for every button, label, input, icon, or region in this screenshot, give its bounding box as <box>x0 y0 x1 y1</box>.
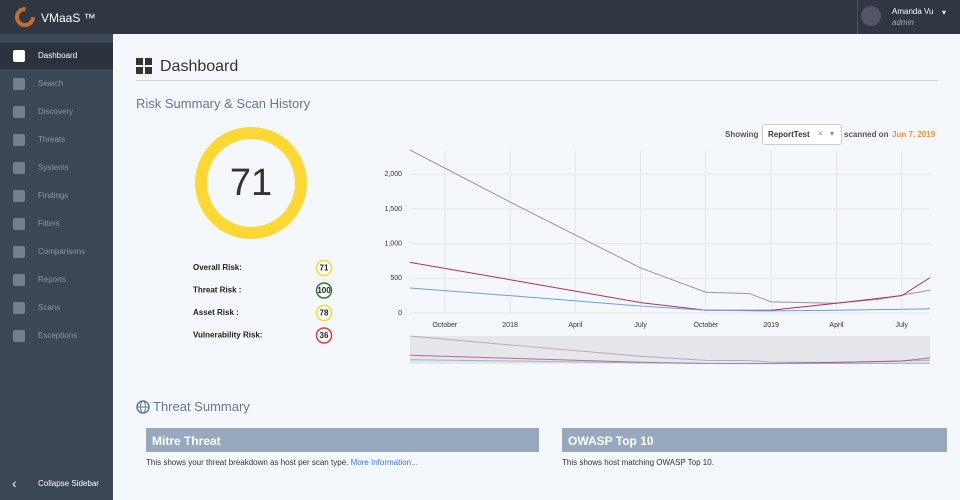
nav-label: Comparisons <box>38 247 86 256</box>
clear-icon[interactable]: × <box>818 129 823 138</box>
nav-label: Findings <box>38 191 69 200</box>
card-title: Mitre Threat <box>152 434 221 448</box>
y-tick-label: 1,500 <box>384 206 402 213</box>
card-text: This shows your threat breakdown as host… <box>146 458 349 467</box>
nav-icon <box>13 302 25 314</box>
nav-item[interactable]: Scans <box>0 295 113 321</box>
nav-item[interactable]: Reports <box>0 267 113 293</box>
section-title: Risk Summary & Scan History <box>136 96 311 111</box>
dashboard-graphics: 71 Overall Risk: 71 Threat Risk : 100 Asset R… <box>193 127 931 365</box>
y-tick-label: 500 <box>390 275 402 282</box>
dashboard-icon <box>136 58 152 74</box>
risk-value: 71 <box>320 264 329 273</box>
report-name: ReportTest <box>768 130 810 139</box>
nav-label: Filters <box>38 219 60 228</box>
nav-label: Threats <box>38 135 66 144</box>
brand: VMaaS ™ <box>41 11 96 25</box>
risk-value: 78 <box>320 309 329 318</box>
owasp-card-text: This shows host matching OWASP Top 10. <box>562 458 714 467</box>
threat-title: Threat Summary <box>153 399 250 414</box>
risk-gauge <box>195 127 307 239</box>
showing-label: Showing <box>725 130 759 139</box>
nav-icon <box>13 134 25 146</box>
top-bar: VMaaS ™ Amanda Vu admin ▾ <box>0 0 960 34</box>
nav-item[interactable]: Threats <box>0 127 113 153</box>
nav-icon <box>13 274 25 286</box>
nav-label: Dashboard <box>38 51 78 60</box>
nav-icon <box>13 162 25 174</box>
more-info-link[interactable]: More Information... <box>350 458 418 467</box>
series-line <box>409 149 931 304</box>
nav-item[interactable]: Exceptions <box>0 323 113 349</box>
risk-badge <box>315 282 333 299</box>
nav-item[interactable]: Filters <box>0 211 113 237</box>
series-line <box>409 287 931 312</box>
report-select[interactable]: ReportTest × ▾ <box>762 124 842 145</box>
nav-item[interactable]: Dashboard <box>0 43 113 69</box>
x-tick-label: October <box>693 322 719 329</box>
nav-item[interactable]: Comparisons <box>0 239 113 265</box>
nav-icon <box>13 246 25 258</box>
nav-label: Exceptions <box>38 331 78 340</box>
risk-label: Asset Risk : <box>193 308 239 317</box>
risk-score: 71 <box>230 162 272 204</box>
nav-icon <box>13 190 25 202</box>
risk-label: Overall Risk: <box>193 263 242 272</box>
navigator-line <box>409 359 931 365</box>
risk-label: Threat Risk : <box>193 286 241 295</box>
scanned-label: scanned on <box>844 130 889 139</box>
nav-label: Discovery <box>38 107 74 116</box>
risk-label: Vulnerability Risk: <box>193 331 263 340</box>
page-title: Dashboard <box>160 58 239 75</box>
user-caret[interactable]: ▾ <box>942 8 947 17</box>
collapse-icon[interactable]: ‹ <box>12 475 17 491</box>
x-tick-label: 2019 <box>763 322 779 329</box>
y-tick-label: 2,000 <box>384 171 402 178</box>
x-tick-label: April <box>568 322 582 329</box>
y-tick-label: 1,000 <box>384 240 402 247</box>
globe-icon <box>136 400 150 414</box>
risk-badge <box>315 327 333 344</box>
series-line <box>409 261 931 311</box>
title-rule <box>136 80 938 81</box>
divider <box>857 0 858 34</box>
owasp-card-header: OWASP Top 10 <box>562 428 947 452</box>
risk-badge <box>315 304 333 322</box>
nav-item[interactable]: Findings <box>0 183 113 209</box>
mitre-card-header: Mitre Threat <box>146 428 539 452</box>
avatar[interactable] <box>861 6 881 26</box>
nav-icon <box>13 218 25 230</box>
user-role: admin <box>892 18 914 27</box>
sidebar: ‹ Collapse Sidebar Dashboard Search Discov… <box>0 34 113 500</box>
select-caret[interactable]: ▾ <box>830 129 835 138</box>
navigator <box>410 336 930 364</box>
x-tick-label: July <box>895 322 908 329</box>
x-tick-label: April <box>829 322 843 329</box>
x-tick-label: July <box>634 322 647 329</box>
x-tick-label: 2018 <box>502 322 518 329</box>
collapse-sidebar[interactable]: Collapse Sidebar <box>38 479 99 488</box>
scan-date: Jun 7, 2019 <box>892 130 936 139</box>
y-tick-label: 0 <box>398 310 402 317</box>
user-name[interactable]: Amanda Vu <box>892 7 934 16</box>
nav-item[interactable]: Search <box>0 71 113 97</box>
nav-label: Search <box>38 79 64 88</box>
nav-icon <box>13 78 25 90</box>
x-tick-label: October <box>432 322 458 329</box>
nav-icon <box>13 330 25 342</box>
nav-icon <box>13 50 25 62</box>
nav-item[interactable]: Systems <box>0 155 113 181</box>
nav-icon <box>13 106 25 118</box>
risk-value: 100 <box>317 286 331 295</box>
nav-item[interactable]: Discovery <box>0 99 113 125</box>
logo <box>15 7 35 27</box>
risk-value: 36 <box>320 331 329 340</box>
mitre-card-text: This shows your threat breakdown as host… <box>146 458 418 467</box>
card-title: OWASP Top 10 <box>568 434 654 448</box>
risk-badge <box>315 259 333 277</box>
nav-label: Reports <box>38 275 67 284</box>
nav-label: Scans <box>38 303 61 312</box>
nav-label: Systems <box>38 163 69 172</box>
